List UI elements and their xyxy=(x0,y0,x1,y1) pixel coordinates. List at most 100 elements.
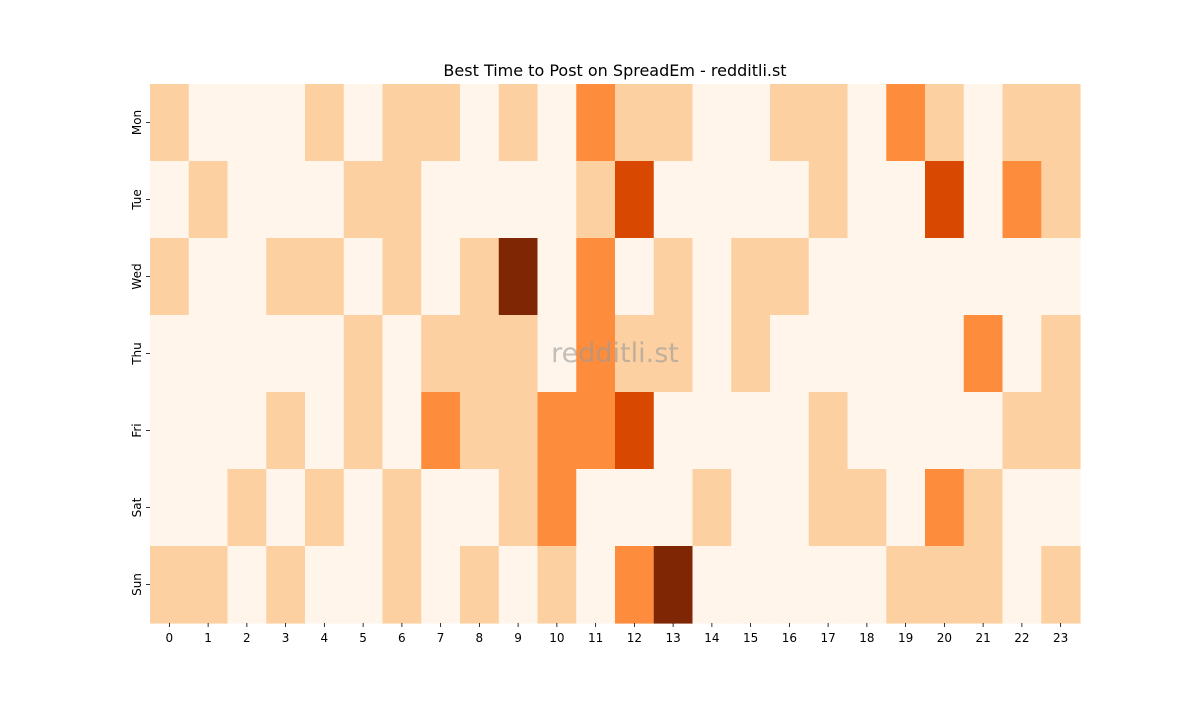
heatmap-cell-sun-17 xyxy=(808,546,849,624)
heatmap-cell-sat-6 xyxy=(382,469,422,547)
heatmap-cell-mon-11 xyxy=(576,84,616,162)
x-tick-label-13: 13 xyxy=(665,631,680,645)
heatmap-cell-tue-19 xyxy=(886,161,926,239)
heatmap-cell-tue-23 xyxy=(1041,161,1081,239)
heatmap-cell-sat-19 xyxy=(886,469,926,547)
heatmap-cell-wed-22 xyxy=(1002,238,1042,316)
heatmap-cell-mon-18 xyxy=(847,84,887,162)
heatmap-cell-wed-11 xyxy=(576,238,616,316)
heatmap-cell-fri-5 xyxy=(343,392,384,470)
x-tick-label-20: 20 xyxy=(937,631,952,645)
heatmap-cell-sun-18 xyxy=(847,546,887,624)
x-tick-label-9: 9 xyxy=(514,631,522,645)
y-tick-label-sat: Sat xyxy=(130,497,144,517)
heatmap-cell-sun-19 xyxy=(886,546,926,624)
x-tick-label-10: 10 xyxy=(549,631,564,645)
heatmap-cell-mon-14 xyxy=(692,84,732,162)
heatmap-cell-sat-0 xyxy=(150,469,190,547)
heatmap-cell-sun-14 xyxy=(692,546,732,624)
heatmap-cell-mon-2 xyxy=(227,84,267,162)
heatmap-cell-tue-20 xyxy=(925,161,965,239)
heatmap-cell-wed-20 xyxy=(925,238,965,316)
x-tick-label-0: 0 xyxy=(166,631,174,645)
x-tick-label-4: 4 xyxy=(321,631,329,645)
y-tick-label-wed: Wed xyxy=(130,263,144,289)
heatmap-cell-tue-2 xyxy=(227,161,267,239)
heatmap-cell-mon-4 xyxy=(305,84,345,162)
heatmap-cell-fri-15 xyxy=(731,392,771,470)
heatmap-cell-mon-12 xyxy=(615,84,655,162)
heatmap-cell-tue-18 xyxy=(847,161,887,239)
heatmap-cell-sun-1 xyxy=(188,546,229,624)
heatmap-cell-wed-10 xyxy=(537,238,577,316)
heatmap-cell-mon-15 xyxy=(731,84,771,162)
heatmap-cell-sun-5 xyxy=(343,546,384,624)
heatmap-cell-sun-23 xyxy=(1041,546,1081,624)
heatmap-cell-tue-13 xyxy=(653,161,694,239)
heatmap-cell-sun-4 xyxy=(305,546,345,624)
heatmap-cell-thu-10 xyxy=(537,315,577,393)
heatmap-cell-sat-7 xyxy=(421,469,461,547)
heatmap-cell-thu-15 xyxy=(731,315,771,393)
heatmap-cell-wed-19 xyxy=(886,238,926,316)
heatmap-cell-fri-2 xyxy=(227,392,267,470)
heatmap-cell-wed-2 xyxy=(227,238,267,316)
heatmap-cell-fri-10 xyxy=(537,392,577,470)
heatmap-cell-wed-3 xyxy=(266,238,306,316)
heatmap-cell-thu-14 xyxy=(692,315,732,393)
heatmap-cell-tue-0 xyxy=(150,161,190,239)
heatmap-cell-mon-21 xyxy=(963,84,1004,162)
heatmap-cell-thu-16 xyxy=(770,315,810,393)
x-tick-label-14: 14 xyxy=(704,631,719,645)
x-tick-label-3: 3 xyxy=(282,631,290,645)
heatmap-cell-thu-2 xyxy=(227,315,267,393)
heatmap-cell-wed-0 xyxy=(150,238,190,316)
heatmap-cell-sat-10 xyxy=(537,469,577,547)
heatmap-cell-sat-22 xyxy=(1002,469,1042,547)
heatmap-cell-fri-17 xyxy=(808,392,849,470)
heatmap-cell-fri-12 xyxy=(615,392,655,470)
heatmap-cell-sat-23 xyxy=(1041,469,1081,547)
heatmap-cell-fri-6 xyxy=(382,392,422,470)
heatmap-cell-sun-0 xyxy=(150,546,190,624)
heatmap-cell-sat-5 xyxy=(343,469,384,547)
heatmap-cells xyxy=(150,84,1081,624)
heatmap-cell-fri-19 xyxy=(886,392,926,470)
heatmap-cell-sun-22 xyxy=(1002,546,1042,624)
heatmap-cell-sun-7 xyxy=(421,546,461,624)
heatmap-cell-sun-8 xyxy=(460,546,500,624)
heatmap-cell-sun-20 xyxy=(925,546,965,624)
x-tick-label-23: 23 xyxy=(1053,631,1068,645)
heatmap-cell-sat-17 xyxy=(808,469,849,547)
heatmap-cell-mon-17 xyxy=(808,84,849,162)
heatmap-cell-thu-4 xyxy=(305,315,345,393)
heatmap-cell-tue-5 xyxy=(343,161,384,239)
heatmap-cell-fri-1 xyxy=(188,392,229,470)
heatmap-cell-sun-6 xyxy=(382,546,422,624)
heatmap-cell-thu-22 xyxy=(1002,315,1042,393)
heatmap-cell-mon-9 xyxy=(498,84,539,162)
heatmap-cell-sun-2 xyxy=(227,546,267,624)
heatmap-cell-wed-15 xyxy=(731,238,771,316)
heatmap-cell-fri-21 xyxy=(963,392,1004,470)
heatmap-cell-sun-13 xyxy=(653,546,694,624)
heatmap-cell-sun-16 xyxy=(770,546,810,624)
heatmap-cell-thu-23 xyxy=(1041,315,1081,393)
heatmap-cell-sat-20 xyxy=(925,469,965,547)
y-tick-label-sun: Sun xyxy=(130,573,144,596)
heatmap-cell-mon-1 xyxy=(188,84,229,162)
heatmap-cell-tue-7 xyxy=(421,161,461,239)
heatmap-cell-wed-12 xyxy=(615,238,655,316)
heatmap-cell-wed-1 xyxy=(188,238,229,316)
heatmap-cell-thu-11 xyxy=(576,315,616,393)
y-tick-label-fri: Fri xyxy=(130,423,144,437)
heatmap-cell-thu-9 xyxy=(498,315,539,393)
heatmap-cell-thu-13 xyxy=(653,315,694,393)
heatmap-cell-wed-23 xyxy=(1041,238,1081,316)
heatmap-cell-tue-15 xyxy=(731,161,771,239)
x-tick-label-1: 1 xyxy=(204,631,212,645)
heatmap-cell-thu-8 xyxy=(460,315,500,393)
heatmap-cell-mon-16 xyxy=(770,84,810,162)
heatmap-cell-sat-4 xyxy=(305,469,345,547)
heatmap-cell-thu-12 xyxy=(615,315,655,393)
